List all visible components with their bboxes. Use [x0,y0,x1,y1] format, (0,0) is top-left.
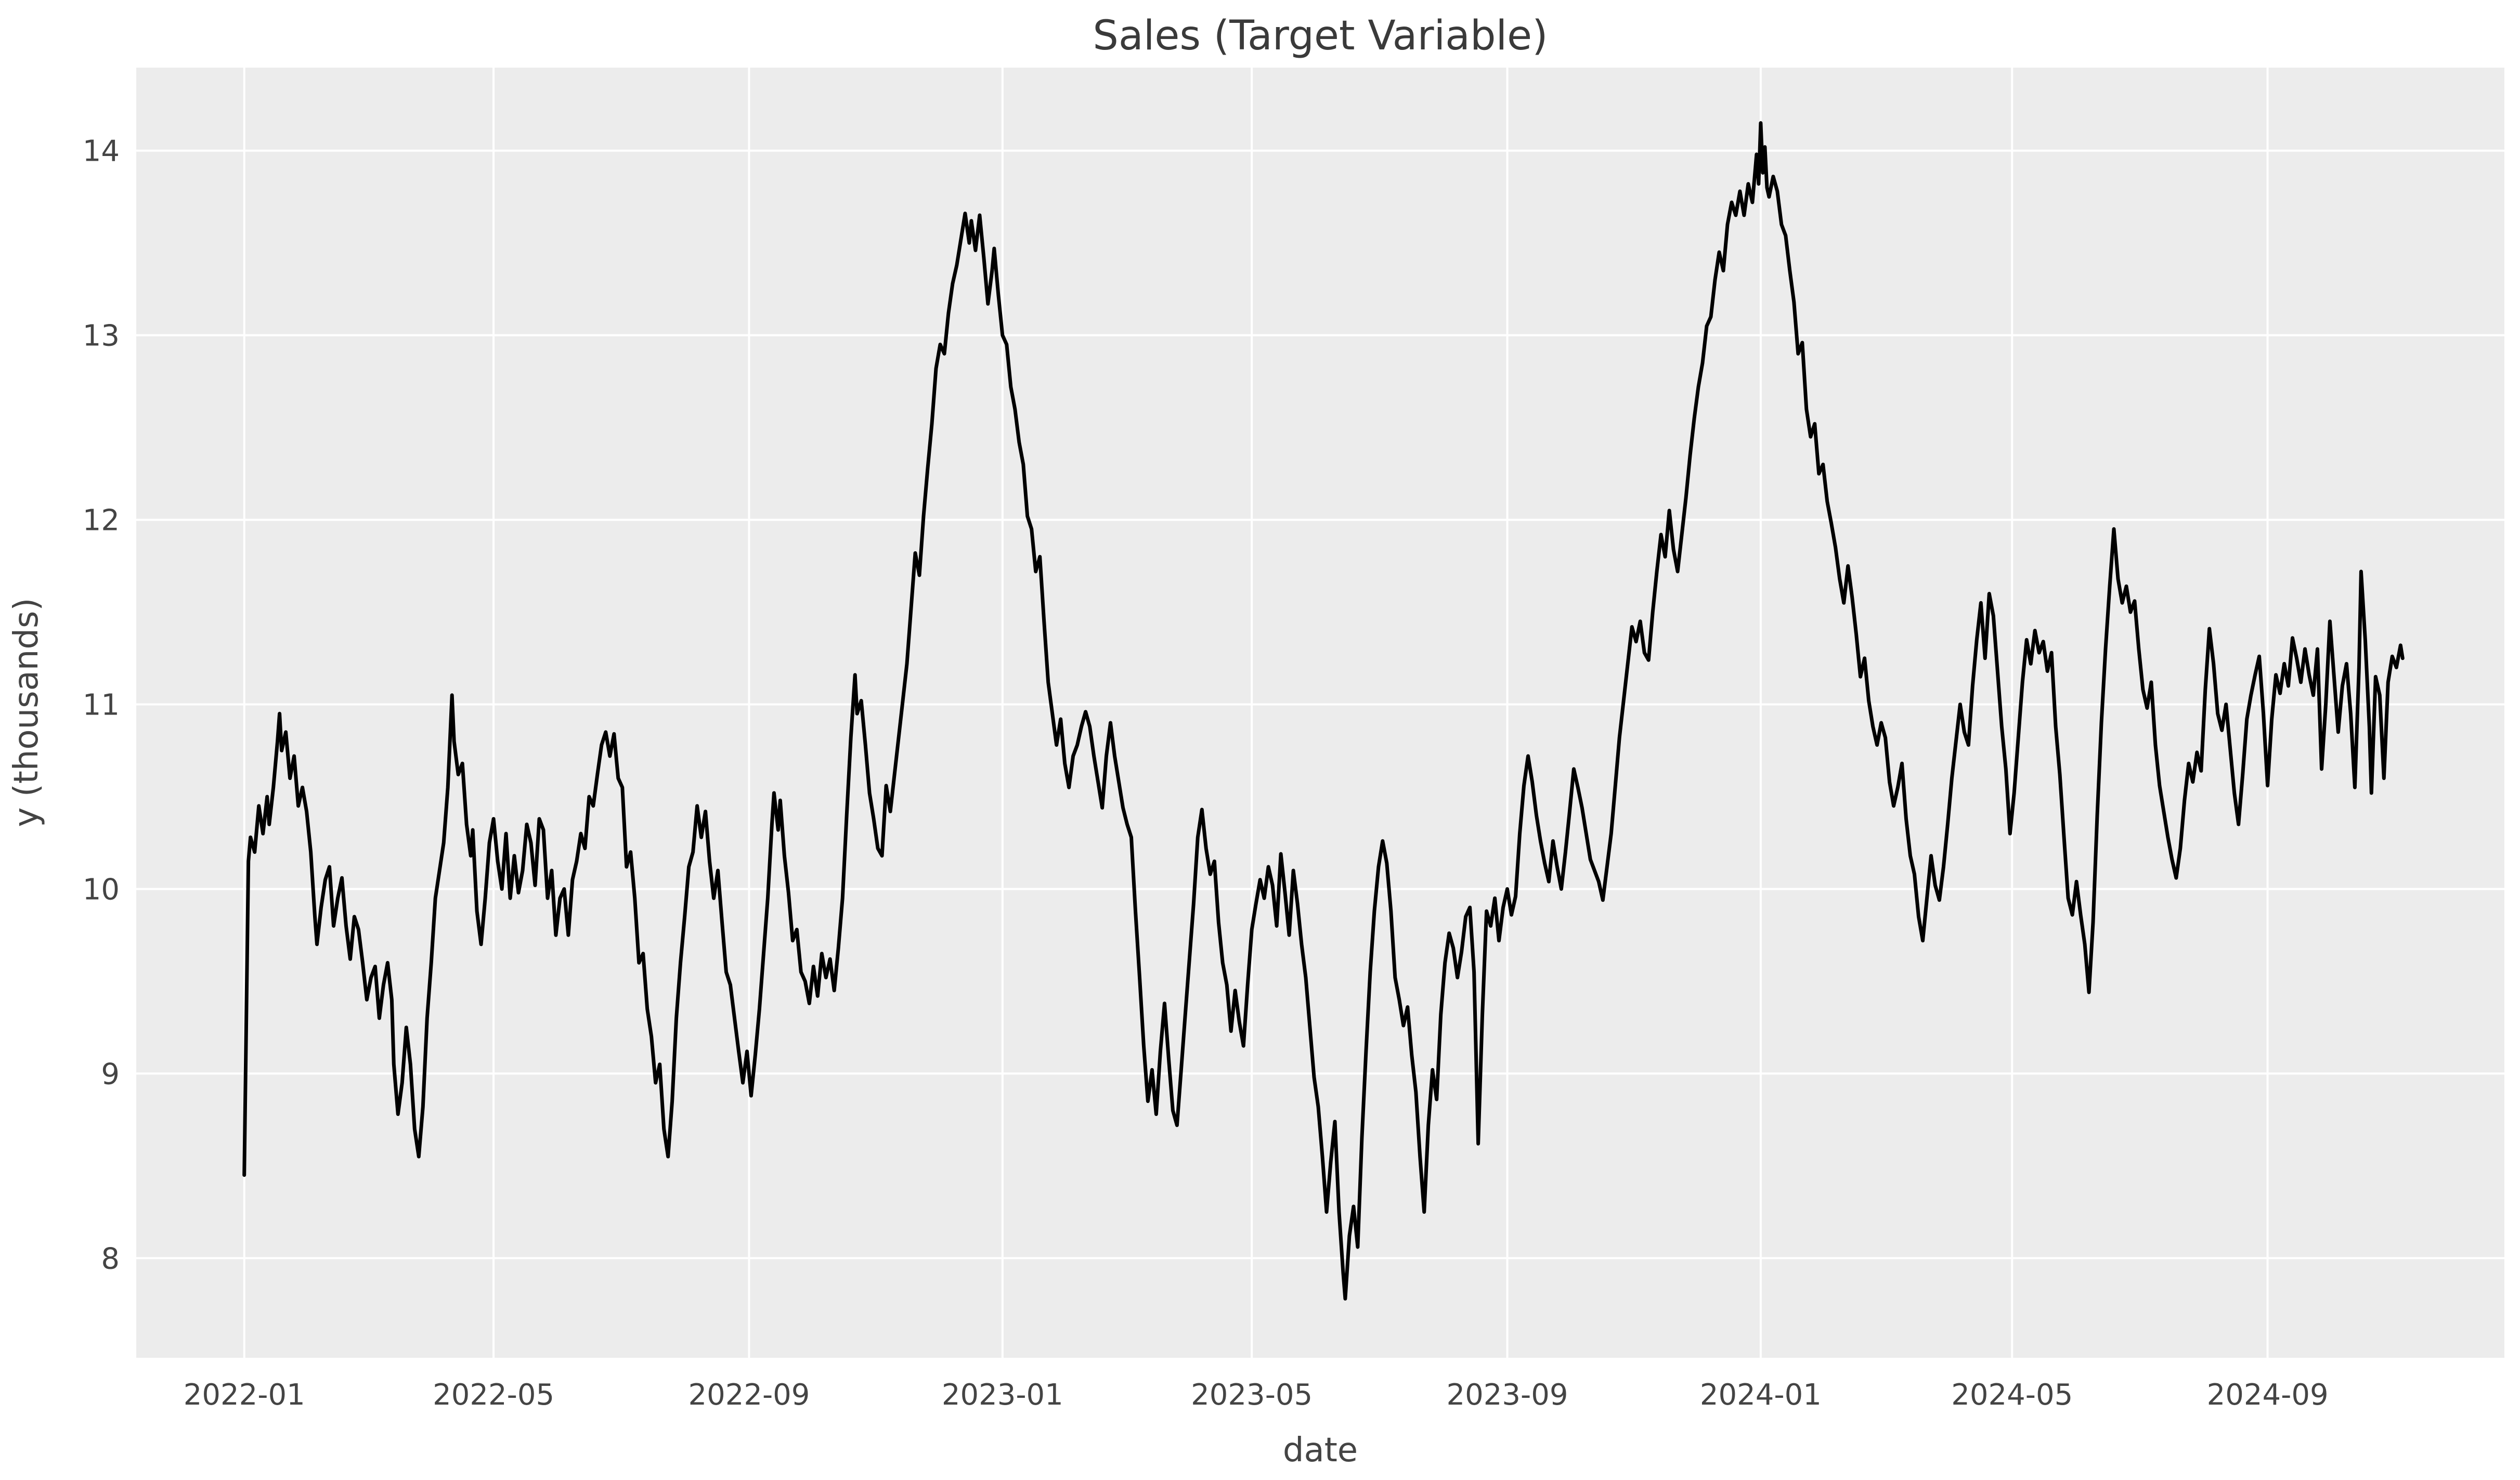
x-tick-label: 2023-09 [1447,1378,1568,1412]
x-tick-label: 2022-01 [184,1378,305,1412]
vertical-gridlines [243,68,2269,1358]
y-tick-labels: 8 9 10 11 12 13 14 [83,135,120,1276]
y-tick-label: 9 [101,1057,120,1091]
y-tick-label: 8 [101,1242,120,1276]
x-tick-labels: 2022-01 2022-05 2022-09 2023-01 2023-05 2023-… [184,1378,2329,1412]
y-tick-label: 13 [83,319,120,353]
sales-series-line [242,121,2405,1301]
plot-area [136,68,2504,1358]
x-tick-label: 2024-01 [1700,1378,1822,1412]
y-tick-label: 10 [83,873,120,906]
x-tick-label: 2023-01 [942,1378,1063,1412]
chart-title: Sales (Target Variable) [1093,12,1548,59]
y-tick-label: 11 [83,689,120,722]
x-tick-label: 2023-05 [1191,1378,1313,1412]
x-axis-label: date [1283,1431,1358,1470]
y-tick-label: 14 [83,135,120,168]
x-tick-label: 2022-05 [433,1378,554,1412]
y-axis-label: y (thousands) [7,598,46,827]
x-tick-label: 2024-09 [2207,1378,2329,1412]
x-tick-label: 2024-05 [1951,1378,2073,1412]
horizontal-gridlines [136,149,2504,1260]
x-tick-label: 2022-09 [688,1378,810,1412]
y-tick-label: 12 [83,504,120,538]
